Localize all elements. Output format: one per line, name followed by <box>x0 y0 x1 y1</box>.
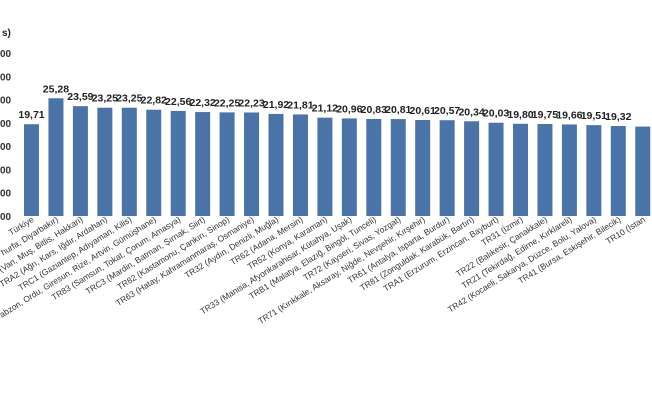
bar <box>146 109 162 216</box>
bar <box>268 113 284 216</box>
value-label: 23,25 <box>116 93 142 105</box>
value-label: 20,34 <box>458 106 484 118</box>
bar <box>195 112 211 216</box>
value-label: 20,83 <box>361 104 387 116</box>
bar <box>488 122 504 216</box>
value-label: 20,61 <box>410 105 436 117</box>
value-label: 22,25 <box>214 97 240 109</box>
value-label: 19,71 <box>18 109 44 121</box>
value-label: 19,51 <box>581 110 607 122</box>
value-label: 20,96 <box>336 103 362 115</box>
bar <box>121 107 137 216</box>
y-tick-label: 00 <box>0 189 12 200</box>
bar <box>244 112 260 216</box>
bar <box>537 124 553 216</box>
bar <box>464 121 480 216</box>
bar <box>72 106 88 216</box>
y-tick-labels: 00 00 00 00 00 00 00 00 <box>0 49 12 223</box>
bars <box>24 98 651 216</box>
value-label: 19,80 <box>507 109 533 121</box>
y-tick-label: 00 <box>0 96 12 107</box>
bar <box>24 124 39 216</box>
bar <box>513 123 528 216</box>
value-labels: 19,7125,2823,5923,2523,2522,8222,5622,32… <box>18 83 631 123</box>
y-tick-label: 00 <box>0 165 12 176</box>
value-label: 20,03 <box>483 108 509 120</box>
bar <box>610 126 626 216</box>
bar <box>48 98 64 216</box>
bar <box>586 125 602 216</box>
value-label: 20,57 <box>434 105 460 117</box>
bar <box>635 126 651 216</box>
bar <box>561 124 577 216</box>
value-label: 19,75 <box>532 109 558 121</box>
bar <box>170 110 186 216</box>
y-tick-label: 00 <box>0 49 12 60</box>
bar <box>390 119 406 216</box>
value-label: 22,23 <box>238 97 264 109</box>
value-label: 22,56 <box>165 96 191 108</box>
value-label: 25,28 <box>43 83 69 95</box>
bar <box>317 117 333 216</box>
y-tick-label: 00 <box>0 72 12 83</box>
value-label: 20,81 <box>385 104 411 116</box>
bar <box>341 118 357 216</box>
value-label: 21,81 <box>287 99 313 111</box>
value-label: 22,32 <box>190 97 216 109</box>
bar <box>415 120 431 216</box>
bar <box>366 118 382 216</box>
value-label: 19,66 <box>556 109 582 121</box>
y-tick-label: 00 <box>0 142 12 153</box>
value-label: 23,25 <box>92 93 118 105</box>
value-label: 21,12 <box>312 103 338 115</box>
bar <box>219 112 235 216</box>
bar <box>439 120 455 216</box>
value-label: 22,82 <box>141 95 167 107</box>
y-tick-label: 00 <box>0 212 12 223</box>
bar <box>97 107 113 216</box>
y-tick-label: 00 <box>0 119 12 130</box>
y-axis-title: s) <box>2 28 11 39</box>
bar <box>292 114 308 216</box>
value-label: 19,32 <box>605 111 631 123</box>
value-label: 21,92 <box>263 99 289 111</box>
value-label: 23,59 <box>67 91 93 103</box>
